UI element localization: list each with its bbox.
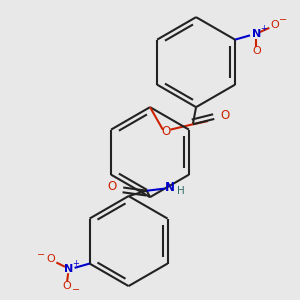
Text: N: N [165, 181, 176, 194]
Text: N: N [64, 264, 73, 274]
Text: +: + [260, 24, 267, 33]
Text: −: − [72, 285, 80, 296]
Text: O: O [47, 254, 56, 264]
Text: +: + [72, 259, 79, 268]
Text: H: H [177, 186, 185, 196]
Text: N: N [252, 29, 261, 39]
Text: O: O [63, 281, 71, 291]
Text: −: − [279, 15, 287, 26]
Text: O: O [220, 109, 230, 122]
Text: O: O [161, 125, 171, 138]
Text: O: O [108, 180, 117, 193]
Text: O: O [252, 46, 261, 56]
Text: −: − [37, 250, 45, 260]
Text: O: O [270, 20, 279, 30]
